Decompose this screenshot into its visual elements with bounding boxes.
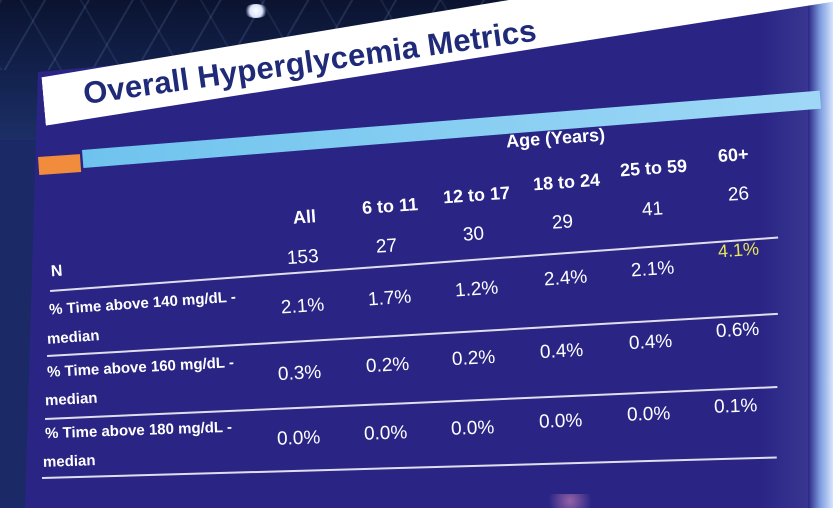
row1-value-60-plus: 4.1%: [717, 238, 760, 262]
row3-value-all: 0.0%: [276, 427, 321, 450]
ceiling-light: [244, 4, 268, 18]
row1-value-6-11: 1.7%: [367, 286, 412, 311]
row3-value-25-59: 0.0%: [626, 403, 671, 426]
col-header-all: All: [292, 206, 317, 228]
row3-value-60-plus: 0.1%: [713, 395, 758, 418]
row1-value-all: 2.1%: [280, 294, 325, 319]
row2-value-6-11: 0.2%: [365, 353, 410, 378]
row1-label-line2: median: [46, 327, 101, 348]
row2-value-60-plus: 0.6%: [715, 318, 760, 343]
stage-light-reflection: [540, 494, 600, 508]
row1-value-18-24: 2.4%: [543, 266, 588, 291]
accent-orange-bar: [38, 154, 82, 175]
n-value-18-24: 29: [551, 211, 574, 234]
row2-value-12-17: 0.2%: [451, 346, 496, 371]
row1-value-12-17: 1.2%: [454, 277, 499, 302]
row1-value-25-59: 2.1%: [630, 257, 675, 282]
col-header-60-plus: 60+: [717, 143, 750, 167]
n-value-all: 153: [286, 245, 320, 270]
screen-edge: [808, 0, 833, 508]
row2-value-all: 0.3%: [277, 361, 322, 386]
row3-label-line2: median: [42, 452, 96, 471]
n-value-12-17: 30: [462, 223, 485, 246]
row3-value-18-24: 0.0%: [538, 410, 583, 433]
n-value-25-59: 41: [641, 198, 664, 221]
n-value-6-11: 27: [375, 235, 398, 258]
row3-value-6-11: 0.0%: [363, 422, 408, 445]
row2-value-18-24: 0.4%: [539, 339, 584, 364]
row2-label-line2: median: [44, 389, 98, 410]
col-header-6-11: 6 to 11: [361, 194, 419, 218]
row2-value-25-59: 0.4%: [628, 330, 673, 355]
n-value-60-plus: 26: [727, 183, 750, 206]
row3-value-12-17: 0.0%: [450, 417, 495, 440]
n-row-label: N: [50, 262, 64, 281]
